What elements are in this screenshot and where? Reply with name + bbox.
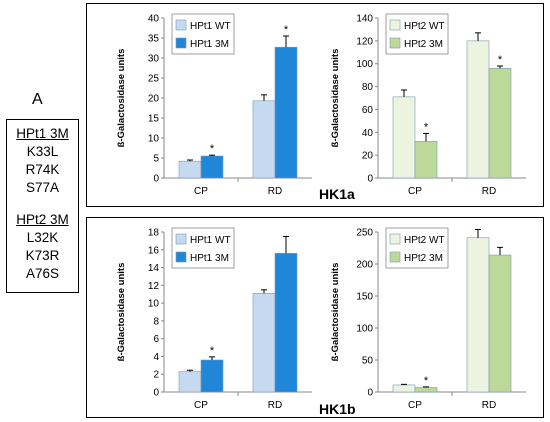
y-tick-label: 12 (148, 281, 160, 292)
significance-star: * (210, 143, 215, 155)
y-tick-label: 6 (153, 334, 159, 345)
chart-hk1a-hpt2: ß-Galactosidase units 0 20 40 60 80 100 120 140 C… (330, 14, 526, 197)
legend-label: HPt2 WT (404, 235, 445, 246)
bar-hpt1-wt (252, 293, 276, 393)
mutation-item: K73R (25, 248, 60, 263)
y-tick-label: 20 (148, 94, 160, 105)
legend-label: HPt2 3M (404, 253, 443, 264)
bar-hpt1-wt (178, 160, 202, 179)
legend-label: HPt1 3M (190, 253, 229, 264)
y-tick-label: 250 (356, 228, 373, 239)
y-tick-label: 0 (153, 174, 159, 185)
bar-hpt2-3m (488, 254, 512, 393)
mutation-item: S77A (25, 180, 60, 195)
x-tick-label: RD (482, 400, 496, 411)
significance-star: * (424, 375, 429, 387)
y-tick-label: 60 (362, 105, 374, 116)
y-tick-label: 35 (148, 34, 160, 45)
chart-hk1b-hpt1: ß-Galactosidase units 0 2 4 6 8 10 12 14 16 18 CP RD… (116, 228, 312, 411)
y-tick-label: 100 (356, 59, 373, 70)
y-tick-label: 140 (356, 14, 373, 25)
y-tick-label: 40 (362, 128, 374, 139)
y-tick-label: 200 (356, 260, 373, 271)
y-tick-label: 8 (153, 316, 159, 327)
y-tick-label: 30 (148, 54, 160, 65)
legend-label: HPt2 3M (404, 39, 443, 50)
bar-hpt2-3m (414, 387, 438, 393)
y-tick-label: 5 (153, 154, 159, 165)
bar-hpt2-wt (466, 40, 490, 179)
y-tick-label: 25 (148, 74, 160, 85)
bar-hpt1-3m (200, 155, 224, 179)
y-tick-label: 10 (148, 299, 160, 310)
legend-swatch (175, 37, 187, 49)
mutation-item: R74K (25, 162, 60, 177)
x-tick-label: RD (482, 186, 496, 197)
y-tick-label: 100 (356, 324, 373, 335)
chart-hk1a-hpt1: ß-Galactosidase units 0 5 10 15 20 25 30 35 40 CP R… (116, 14, 312, 197)
y-tick-label: 40 (148, 14, 160, 25)
legend-swatch (175, 233, 187, 245)
chart-hk1b-hpt2: ß-Galactosidase units 0 50 100 150 200 250 CP RD… (330, 228, 526, 411)
legend-swatch (175, 251, 187, 263)
legend-label: HPt2 WT (404, 21, 445, 32)
x-tick-label: CP (194, 186, 208, 197)
bar-hpt2-wt (466, 237, 490, 393)
x-tick-label: CP (408, 400, 422, 411)
y-tick-label: 16 (148, 245, 160, 256)
legend-swatch (389, 233, 401, 245)
hpt2-mutation-title: HPt2 3M (16, 212, 69, 227)
legend-swatch (389, 251, 401, 263)
mutation-item: K33L (26, 144, 59, 159)
bar-hpt2-wt (392, 96, 416, 179)
y-tick-label: 14 (148, 263, 160, 274)
x-tick-label: RD (268, 186, 282, 197)
mutation-item: A76S (25, 266, 60, 281)
significance-star: * (284, 24, 289, 36)
mutation-item: L32K (26, 230, 59, 245)
y-tick-label: 120 (356, 36, 373, 47)
y-tick-label: 0 (367, 388, 373, 399)
bar-hpt2-3m (488, 67, 512, 179)
bar-hpt1-3m (274, 253, 298, 393)
y-tick-label: 80 (362, 82, 374, 93)
x-tick-label: RD (268, 400, 282, 411)
x-tick-label: CP (408, 186, 422, 197)
bar-hpt1-wt (178, 371, 202, 393)
mutation-list-box: HPt1 3M K33L R74K S77A HPt2 3M L32K K73R… (6, 119, 79, 293)
x-tick-label: CP (194, 400, 208, 411)
legend-label: HPt1 WT (190, 21, 231, 32)
y-tick-label: 150 (356, 292, 373, 303)
y-tick-label: 15 (148, 114, 160, 125)
panel-label-a: A (32, 91, 43, 108)
significance-star: * (424, 121, 429, 133)
y-tick-label: 0 (153, 388, 159, 399)
bar-hpt2-3m (414, 141, 438, 179)
legend-swatch (389, 19, 401, 31)
y-axis-label: ß-Galactosidase units (330, 263, 341, 362)
y-tick-label: 50 (362, 356, 374, 367)
hpt1-mutation-title: HPt1 3M (16, 126, 69, 141)
y-tick-label: 2 (153, 370, 159, 381)
bar-hpt1-wt (252, 100, 276, 179)
legend-swatch (389, 37, 401, 49)
bar-hpt1-3m (274, 46, 298, 179)
significance-star: * (498, 54, 503, 66)
y-tick-label: 0 (367, 174, 373, 185)
bar-hpt2-wt (392, 384, 416, 393)
y-tick-label: 18 (148, 228, 160, 239)
legend-label: HPt1 3M (190, 39, 229, 50)
section-label-hk1b: HK1b (319, 401, 356, 417)
y-axis-label: ß-Galactosidase units (330, 49, 341, 148)
y-tick-label: 20 (362, 151, 374, 162)
y-axis-label: ß-Galactosidase units (116, 263, 127, 362)
significance-star: * (210, 345, 215, 357)
y-tick-label: 10 (148, 134, 160, 145)
bar-hpt1-3m (200, 359, 224, 393)
section-label-hk1a: HK1a (319, 186, 355, 202)
y-axis-label: ß-Galactosidase units (116, 49, 127, 148)
legend-swatch (175, 19, 187, 31)
legend-label: HPt1 WT (190, 235, 231, 246)
y-tick-label: 4 (153, 352, 159, 363)
